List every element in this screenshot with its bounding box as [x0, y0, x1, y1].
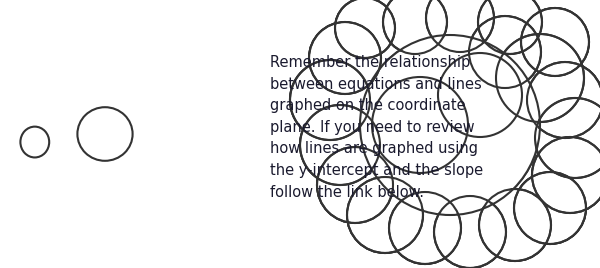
Circle shape — [347, 177, 423, 253]
Circle shape — [535, 98, 600, 178]
Circle shape — [309, 22, 381, 94]
Circle shape — [532, 137, 600, 213]
Circle shape — [290, 60, 370, 140]
Circle shape — [347, 177, 423, 253]
Circle shape — [527, 62, 600, 138]
Ellipse shape — [20, 127, 49, 158]
Circle shape — [309, 22, 381, 94]
Circle shape — [300, 105, 380, 185]
Circle shape — [514, 172, 586, 244]
Text: Remember the relationship
between equations and lines
graphed on the coordinate
: Remember the relationship between equati… — [270, 55, 483, 200]
Circle shape — [362, 37, 538, 213]
Circle shape — [317, 147, 393, 223]
Circle shape — [300, 105, 380, 185]
Ellipse shape — [77, 107, 133, 161]
Circle shape — [360, 35, 540, 215]
Circle shape — [469, 16, 541, 88]
Circle shape — [335, 0, 395, 58]
Circle shape — [372, 77, 468, 173]
Circle shape — [372, 77, 468, 173]
Circle shape — [478, 0, 542, 54]
Circle shape — [438, 53, 522, 137]
Circle shape — [521, 8, 589, 76]
Circle shape — [469, 16, 541, 88]
Circle shape — [434, 196, 506, 268]
Circle shape — [478, 0, 542, 54]
Circle shape — [496, 34, 584, 122]
Circle shape — [496, 34, 584, 122]
Circle shape — [290, 60, 370, 140]
Circle shape — [434, 196, 506, 268]
Circle shape — [389, 192, 461, 264]
Circle shape — [383, 0, 447, 54]
Circle shape — [317, 147, 393, 223]
Circle shape — [521, 8, 589, 76]
Circle shape — [383, 0, 447, 54]
Circle shape — [426, 0, 494, 52]
Circle shape — [527, 62, 600, 138]
Circle shape — [360, 35, 540, 215]
Circle shape — [389, 192, 461, 264]
Circle shape — [535, 98, 600, 178]
Circle shape — [479, 189, 551, 261]
Circle shape — [426, 0, 494, 52]
Circle shape — [438, 53, 522, 137]
Circle shape — [335, 0, 395, 58]
Circle shape — [532, 137, 600, 213]
Circle shape — [479, 189, 551, 261]
Circle shape — [514, 172, 586, 244]
